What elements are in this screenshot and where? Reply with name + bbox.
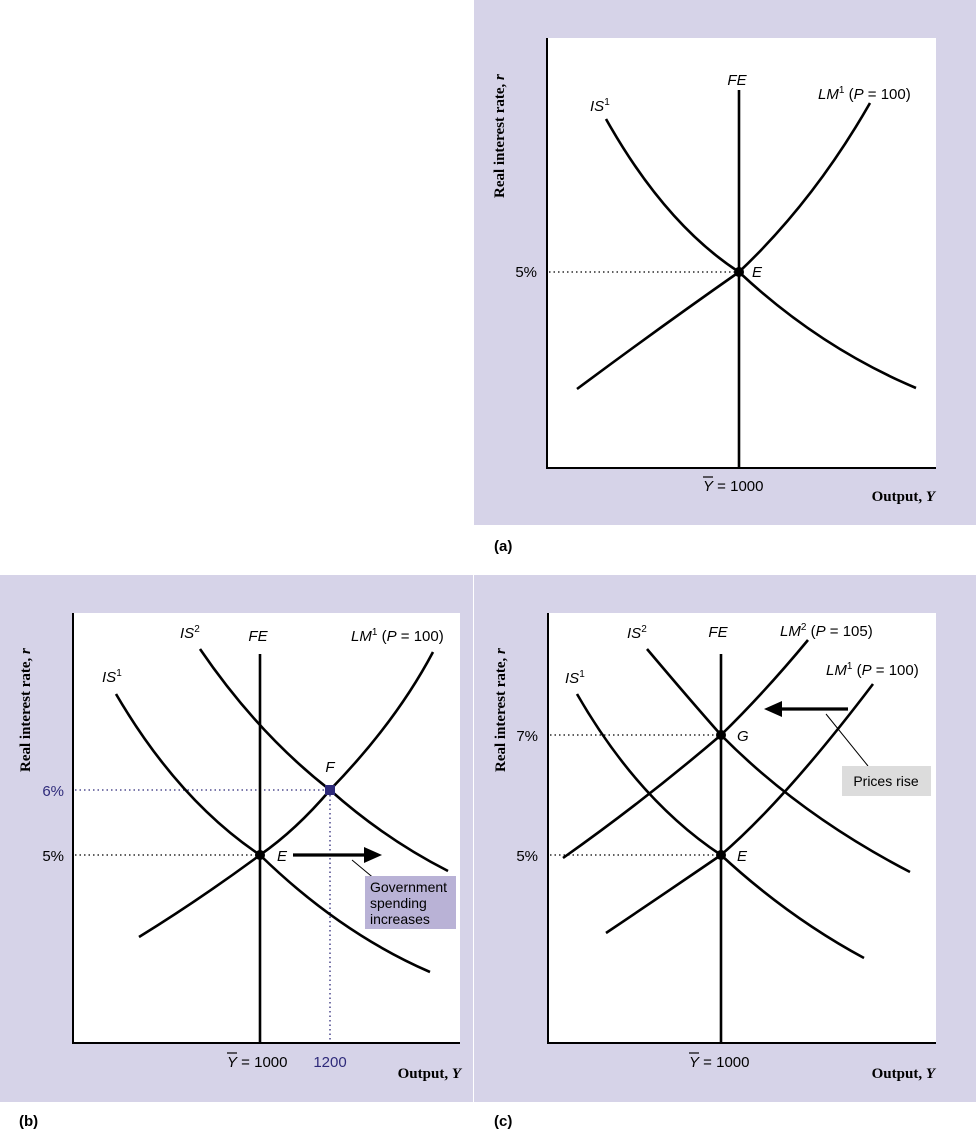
panel-c-lm1-label: LM1 (P = 100) xyxy=(826,661,919,679)
panel-a-lm1-label: LM1 (P = 100) xyxy=(818,85,911,103)
panel-c-note-box xyxy=(842,766,931,796)
panel-c-caption: (c) xyxy=(494,1113,512,1130)
panel-a-caption: (a) xyxy=(494,538,512,555)
panel-a-ybar-tick: Y = 1000 xyxy=(703,478,763,495)
panel-a-axes xyxy=(546,38,936,469)
panel-a-x-axis-title: Output, Y xyxy=(872,489,937,505)
panel-c-note-text: Prices rise xyxy=(853,773,919,789)
panel-c-y-axis-title: Real interest rate, r xyxy=(493,648,509,772)
panel-b-fe-label: FE xyxy=(248,628,268,645)
panel-b-axes xyxy=(72,613,460,1044)
panel-a-5pct-tick: 5% xyxy=(515,264,537,281)
panel-b-f-label: F xyxy=(325,759,335,776)
panel-b-ybar-tick: Y = 1000 xyxy=(227,1054,287,1071)
panel-b-note-box xyxy=(365,876,456,929)
panel-a-fe-label: FE xyxy=(727,72,747,89)
panel-b-point-f xyxy=(325,785,335,795)
panel-c-note-leader xyxy=(825,713,869,767)
panel-c-e-label: E xyxy=(737,848,748,865)
panel-a-plot-area xyxy=(547,38,936,468)
panel-c-lm2-label: LM2 (P = 105) xyxy=(780,622,873,640)
panel-c-g-label: G xyxy=(737,728,749,745)
panel-b-note-line-2: spending xyxy=(370,895,427,911)
panel-b-e-label: E xyxy=(277,848,288,865)
panel-c-shift-arrow xyxy=(764,701,848,717)
panel-a-e-label: E xyxy=(752,264,763,281)
panel-c-is2-label: IS2 xyxy=(627,624,647,642)
panel-c-is2-curve xyxy=(646,648,911,874)
panel-b-plot-area xyxy=(73,613,460,1043)
panel-c-lm1-curve xyxy=(605,683,875,935)
panel-b-point-e xyxy=(255,850,265,860)
panel-b-note-line-3: increases xyxy=(370,911,430,927)
panel-c-is1-label: IS1 xyxy=(565,669,585,687)
panel-c-5pct-tick: 5% xyxy=(516,848,538,865)
panel-c-lm2-curve xyxy=(562,639,810,860)
panel-a-is1-label: IS1 xyxy=(590,97,610,115)
panel-b-is1-label: IS1 xyxy=(102,668,122,686)
panel-c-7pct-tick: 7% xyxy=(516,728,538,745)
panel-b-5pct-tick: 5% xyxy=(42,848,64,865)
panel-c-point-e xyxy=(716,850,726,860)
panel-c-axes xyxy=(547,613,936,1044)
panel-a: Real interest rate, r Output, Y 5% FE IS… xyxy=(474,0,976,525)
panel-b-x-axis-title: Output, Y xyxy=(398,1066,463,1082)
panel-b-lm1-curve xyxy=(138,651,435,939)
panel-a-point-e xyxy=(734,267,744,277)
panel-b-note-line-1: Government xyxy=(370,879,447,895)
panel-b-is2-label: IS2 xyxy=(180,624,200,642)
panel-b-6pct-tick: 6% xyxy=(42,783,64,800)
panel-c: Real interest rate, r Output, Y 7% 5% FE… xyxy=(474,575,976,1102)
panel-b-shift-arrow xyxy=(293,847,382,863)
panel-c-fe-label: FE xyxy=(708,624,728,641)
panel-c-ybar-tick: Y = 1000 xyxy=(689,1054,749,1071)
panel-b-1200-tick: 1200 xyxy=(313,1054,346,1071)
panel-b: Real interest rate, r Output, Y 6% 5% FE… xyxy=(0,575,473,1102)
panel-b-lm1-label: LM1 (P = 100) xyxy=(351,627,444,645)
panel-a-y-axis-title: Real interest rate, r xyxy=(492,74,508,198)
panel-c-x-axis-title: Output, Y xyxy=(872,1066,937,1082)
panel-b-y-axis-title: Real interest rate, r xyxy=(18,648,34,772)
panel-c-point-g xyxy=(716,730,726,740)
panel-b-caption: (b) xyxy=(19,1113,38,1130)
